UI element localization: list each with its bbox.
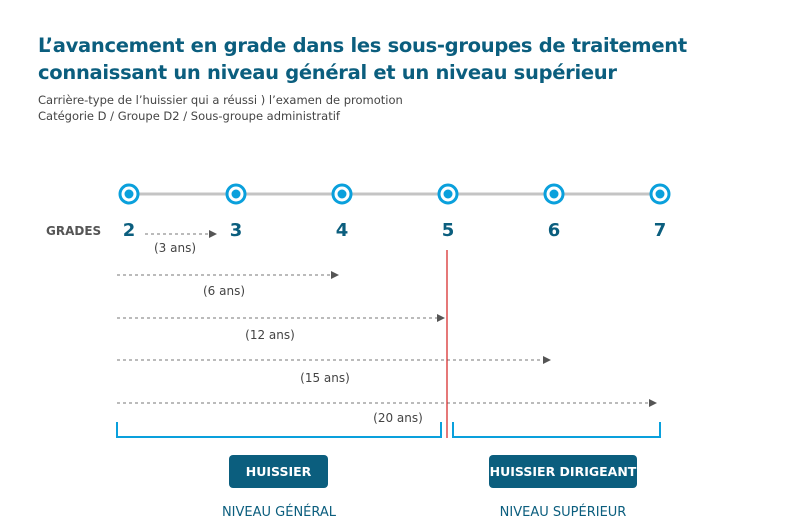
grade-5: 5 [441, 220, 455, 241]
bracket-general [116, 422, 442, 438]
duration-label: (15 ans) [300, 371, 350, 385]
huissier-button[interactable]: HUISSIER [229, 455, 328, 488]
grade-3: 3 [229, 220, 243, 241]
grade-node-7 [649, 183, 671, 205]
subtitle-career: Carrière-type de l’huissier qui a réussi… [38, 93, 403, 107]
level-general-label: NIVEAU GÉNÉRAL [221, 505, 337, 520]
grade-node-5 [437, 183, 459, 205]
grade-4: 4 [335, 220, 349, 241]
grade-7: 7 [653, 220, 667, 241]
page-title: L’avancement en grade dans les sous-grou… [38, 34, 687, 84]
subtitle-category: Catégorie D / Groupe D2 / Sous-groupe ad… [38, 109, 340, 123]
level-superior-label: NIVEAU SUPÉRIEUR [499, 505, 627, 520]
bracket-superior [452, 422, 661, 438]
duration-label: (6 ans) [202, 284, 246, 298]
duration-label: (12 ans) [245, 328, 295, 342]
duration-label: (20 ans) [373, 411, 423, 425]
huissier-dirigeant-button[interactable]: HUISSIER DIRIGEANT [489, 455, 637, 488]
grade-node-4 [331, 183, 353, 205]
grades-label: GRADES [46, 224, 102, 238]
duration-label: (3 ans) [153, 241, 197, 255]
grade-6: 6 [547, 220, 561, 241]
grade-node-2 [118, 183, 140, 205]
grade-node-6 [543, 183, 565, 205]
grade-node-3 [225, 183, 247, 205]
grade-2: 2 [122, 220, 136, 241]
